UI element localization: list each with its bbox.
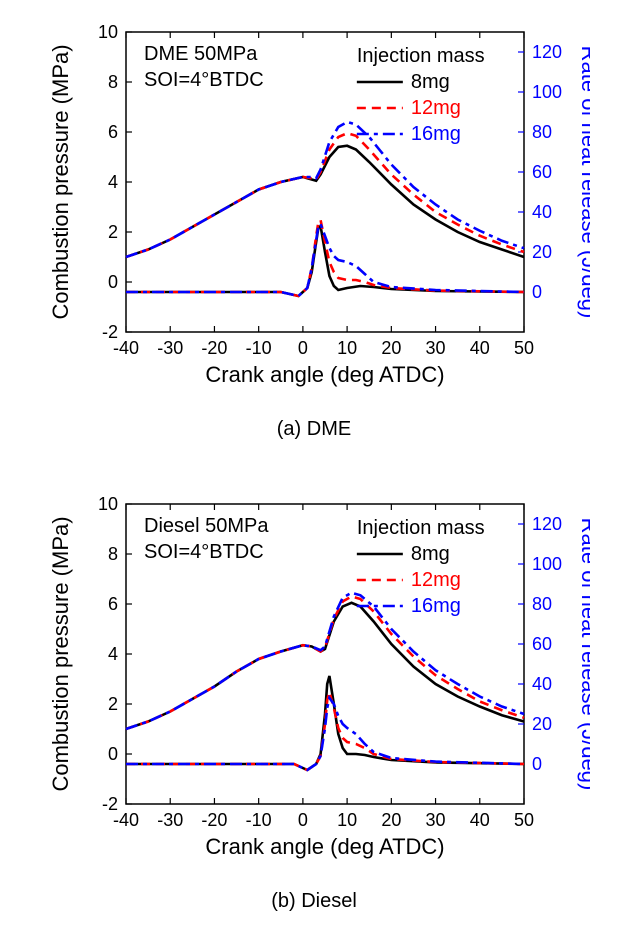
y1label: Combustion pressure (MPa) bbox=[48, 516, 73, 791]
y1tick-label: -2 bbox=[102, 322, 118, 342]
caption-diesel: (b) Diesel bbox=[0, 890, 628, 913]
y1tick-label: 8 bbox=[108, 72, 118, 92]
y1tick-label: 4 bbox=[108, 644, 118, 664]
y2tick-label: 100 bbox=[532, 82, 562, 102]
y2tick-label: 0 bbox=[532, 282, 542, 302]
y1tick-label: 10 bbox=[98, 22, 118, 42]
y2tick-label: 20 bbox=[532, 714, 552, 734]
xtick-label: 10 bbox=[337, 810, 357, 830]
xtick-label: 40 bbox=[470, 810, 490, 830]
xtick-label: -20 bbox=[201, 810, 227, 830]
annot-line: Diesel 50MPa bbox=[144, 515, 269, 537]
annot-line: DME 50MPa bbox=[144, 43, 258, 65]
y2tick-label: 40 bbox=[532, 202, 552, 222]
xtick-label: 10 bbox=[337, 338, 357, 358]
y2tick-label: 60 bbox=[532, 162, 552, 182]
chart-diesel: -40-30-20-1001020304050-2024681002040608… bbox=[38, 490, 590, 870]
legend-label: 8mg bbox=[411, 543, 450, 565]
chart-panel-diesel: -40-30-20-1001020304050-2024681002040608… bbox=[38, 490, 590, 870]
xlabel: Crank angle (deg ATDC) bbox=[205, 834, 444, 859]
y1tick-label: 10 bbox=[98, 494, 118, 514]
y1tick-label: 2 bbox=[108, 222, 118, 242]
y2tick-label: 80 bbox=[532, 594, 552, 614]
y2tick-label: 40 bbox=[532, 674, 552, 694]
y1tick-label: 0 bbox=[108, 272, 118, 292]
xtick-label: 30 bbox=[426, 810, 446, 830]
y1tick-label: 2 bbox=[108, 694, 118, 714]
y1tick-label: -2 bbox=[102, 794, 118, 814]
xtick-label: 50 bbox=[514, 338, 534, 358]
xtick-label: 30 bbox=[426, 338, 446, 358]
y2tick-label: 0 bbox=[532, 754, 542, 774]
xtick-label: 0 bbox=[298, 338, 308, 358]
legend-title: Injection mass bbox=[357, 45, 485, 67]
y1tick-label: 6 bbox=[108, 594, 118, 614]
xtick-label: -10 bbox=[246, 338, 272, 358]
legend-label: 12mg bbox=[411, 97, 461, 119]
xtick-label: 50 bbox=[514, 810, 534, 830]
legend-label: 12mg bbox=[411, 569, 461, 591]
annot-line: SOI=4°BTDC bbox=[144, 69, 264, 91]
y2tick-label: 20 bbox=[532, 242, 552, 262]
y1tick-label: 4 bbox=[108, 172, 118, 192]
xtick-label: -20 bbox=[201, 338, 227, 358]
legend-title: Injection mass bbox=[357, 517, 485, 539]
legend-label: 8mg bbox=[411, 71, 450, 93]
legend-label: 16mg bbox=[411, 595, 461, 617]
xtick-label: 0 bbox=[298, 810, 308, 830]
y1tick-label: 6 bbox=[108, 122, 118, 142]
xtick-label: 20 bbox=[381, 810, 401, 830]
caption-dme: (a) DME bbox=[0, 418, 628, 441]
y1tick-label: 8 bbox=[108, 544, 118, 564]
y1label: Combustion pressure (MPa) bbox=[48, 44, 73, 319]
y2tick-label: 120 bbox=[532, 42, 562, 62]
y2tick-label: 80 bbox=[532, 122, 552, 142]
y2label: Rate of heat release (J/deg) bbox=[577, 518, 590, 791]
xtick-label: 20 bbox=[381, 338, 401, 358]
y2tick-label: 120 bbox=[532, 514, 562, 534]
annot-line: SOI=4°BTDC bbox=[144, 541, 264, 563]
xtick-label: 40 bbox=[470, 338, 490, 358]
xlabel: Crank angle (deg ATDC) bbox=[205, 362, 444, 387]
chart-panel-dme: -40-30-20-1001020304050-2024681002040608… bbox=[38, 18, 590, 398]
chart-dme: -40-30-20-1001020304050-2024681002040608… bbox=[38, 18, 590, 398]
y2tick-label: 100 bbox=[532, 554, 562, 574]
legend-label: 16mg bbox=[411, 123, 461, 145]
xtick-label: -30 bbox=[157, 810, 183, 830]
y1tick-label: 0 bbox=[108, 744, 118, 764]
xtick-label: -30 bbox=[157, 338, 183, 358]
y2label: Rate of heat release (J/deg) bbox=[577, 46, 590, 319]
xtick-label: -10 bbox=[246, 810, 272, 830]
y2tick-label: 60 bbox=[532, 634, 552, 654]
